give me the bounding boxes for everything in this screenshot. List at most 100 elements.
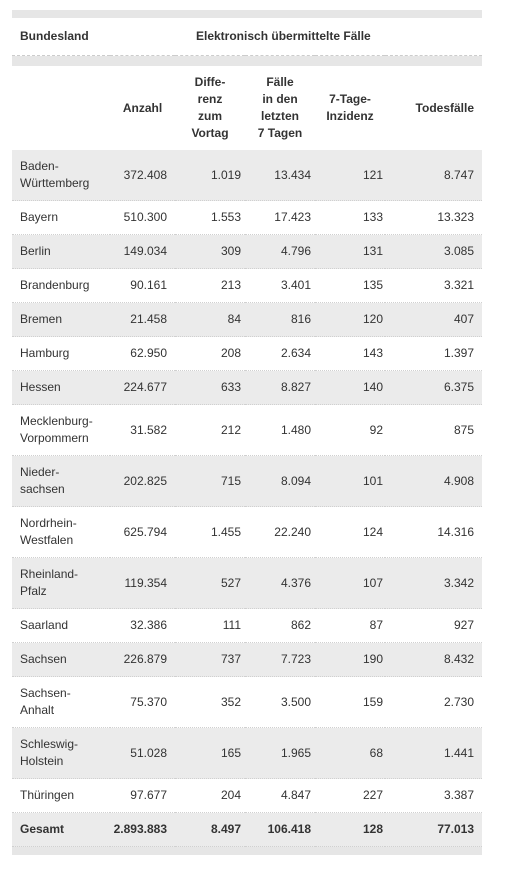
cell: 927	[385, 608, 483, 643]
cell: 4.908	[385, 455, 483, 507]
cell: 75.370	[110, 676, 175, 728]
cell: 21.458	[110, 302, 175, 337]
cell: 4.376	[245, 557, 315, 609]
cell: 128	[315, 812, 385, 847]
row-label: Rheinland- Pfalz	[12, 557, 110, 609]
cell: 875	[385, 404, 483, 456]
cell: 32.386	[110, 608, 175, 643]
table-row: Berlin 149.034 309 4.796 131 3.085	[12, 234, 483, 269]
row-label: Mecklenburg- Vorpommern	[12, 404, 110, 456]
table-row: Saarland 32.386 111 862 87 927	[12, 608, 483, 643]
header-cell: Elektronisch übermittelte Fälle	[196, 29, 371, 43]
table-row: Nieder- sachsen 202.825 715 8.094 101 4.908	[12, 455, 483, 507]
cell: 372.408	[110, 150, 175, 201]
cell: 625.794	[110, 506, 175, 558]
cell: 1.441	[385, 727, 483, 779]
row-label: Schleswig- Holstein	[12, 727, 110, 779]
cell: 7.723	[245, 642, 315, 677]
table-row: Sachsen 226.879 737 7.723 190 8.432	[12, 642, 483, 677]
cell: 120	[315, 302, 385, 337]
cell: 3.342	[385, 557, 483, 609]
cell: 208	[175, 336, 245, 371]
table-row: Hamburg 62.950 208 2.634 143 1.397	[12, 336, 483, 371]
cell: 77.013	[385, 812, 483, 847]
cell: 92	[315, 404, 385, 456]
cell: 13.434	[245, 150, 315, 201]
cell: 1.019	[175, 150, 245, 201]
row-label: Berlin	[12, 234, 110, 269]
cell: 68	[315, 727, 385, 779]
cell: 2.730	[385, 676, 483, 728]
row-label: Sachsen	[12, 642, 110, 677]
cell: 13.323	[385, 200, 483, 235]
cell: 212	[175, 404, 245, 456]
table-row: Sachsen- Anhalt 75.370 352 3.500 159 2.730	[12, 676, 483, 728]
cell: 101	[315, 455, 385, 507]
cell: 213	[175, 268, 245, 303]
cell: 14.316	[385, 506, 483, 558]
cell: 106.418	[245, 812, 315, 847]
cell: 8.827	[245, 370, 315, 405]
separator	[12, 55, 483, 66]
cell: 97.677	[110, 778, 175, 813]
cell: 17.423	[245, 200, 315, 235]
cell: 2.893.883	[110, 812, 175, 847]
column-header: Todesfälle	[415, 100, 475, 115]
cell: 190	[315, 642, 385, 677]
table-row: Mecklenburg- Vorpommern 31.582 212 1.480 92 8…	[12, 404, 483, 456]
cell: 8.497	[175, 812, 245, 847]
row-label: Hessen	[12, 370, 110, 405]
table-row: Baden- Württemberg 372.408 1.019 13.434 121 8…	[12, 150, 483, 201]
cell: 407	[385, 302, 483, 337]
table-row: Bremen 21.458 84 816 120 407	[12, 302, 483, 337]
cell: 3.387	[385, 778, 483, 813]
cell: 22.240	[245, 506, 315, 558]
cell: 3.500	[245, 676, 315, 728]
row-label: Nieder- sachsen	[12, 455, 110, 507]
cell: 1.397	[385, 336, 483, 371]
cell: 135	[315, 268, 385, 303]
cell: 226.879	[110, 642, 175, 677]
table-body: Baden- Württemberg 372.408 1.019 13.434 121 8…	[12, 150, 483, 847]
cell: 124	[315, 506, 385, 558]
row-label: Gesamt	[12, 812, 110, 847]
bottom-bar	[12, 847, 482, 855]
cell: 131	[315, 234, 385, 269]
column-header: Fälle in den letzten 7 Tagen	[257, 75, 303, 140]
row-label: Bayern	[12, 200, 110, 235]
cell: 224.677	[110, 370, 175, 405]
header-cell: Bundesland	[20, 29, 89, 43]
row-label: Brandenburg	[12, 268, 110, 303]
cell: 149.034	[110, 234, 175, 269]
cell: 633	[175, 370, 245, 405]
column-header-row: Anzahl Diffe- renz zum Vortag Fälle in den…	[12, 66, 482, 150]
cell: 2.634	[245, 336, 315, 371]
cell: 3.321	[385, 268, 483, 303]
cell: 862	[245, 608, 315, 643]
cell: 1.480	[245, 404, 315, 456]
column-header: Diffe- renz zum Vortag	[191, 75, 229, 140]
cell: 143	[315, 336, 385, 371]
cell: 8.094	[245, 455, 315, 507]
table-row: Brandenburg 90.161 213 3.401 135 3.321	[12, 268, 483, 303]
table-wrap: Bundesland Elektronisch übermittelte Fäl…	[12, 10, 483, 855]
table-row: Rheinland- Pfalz 119.354 527 4.376 107 3.342	[12, 557, 483, 609]
cell: 140	[315, 370, 385, 405]
cell: 90.161	[110, 268, 175, 303]
cell: 8.432	[385, 642, 483, 677]
cell: 737	[175, 642, 245, 677]
cell: 133	[315, 200, 385, 235]
cell: 309	[175, 234, 245, 269]
table-row: Bayern 510.300 1.553 17.423 133 13.323	[12, 200, 483, 235]
cell: 4.847	[245, 778, 315, 813]
separator-cell	[12, 55, 483, 66]
cell: 6.375	[385, 370, 483, 405]
cell: 84	[175, 302, 245, 337]
row-label: Bremen	[12, 302, 110, 337]
group-header-row: Bundesland Elektronisch übermittelte Fäl…	[12, 18, 482, 56]
table-head: Bundesland Elektronisch übermittelte Fäl…	[12, 18, 483, 150]
row-label: Saarland	[12, 608, 110, 643]
table-row: Schleswig- Holstein 51.028 165 1.965 68 1.441	[12, 727, 483, 779]
cell: 352	[175, 676, 245, 728]
cell: 165	[175, 727, 245, 779]
